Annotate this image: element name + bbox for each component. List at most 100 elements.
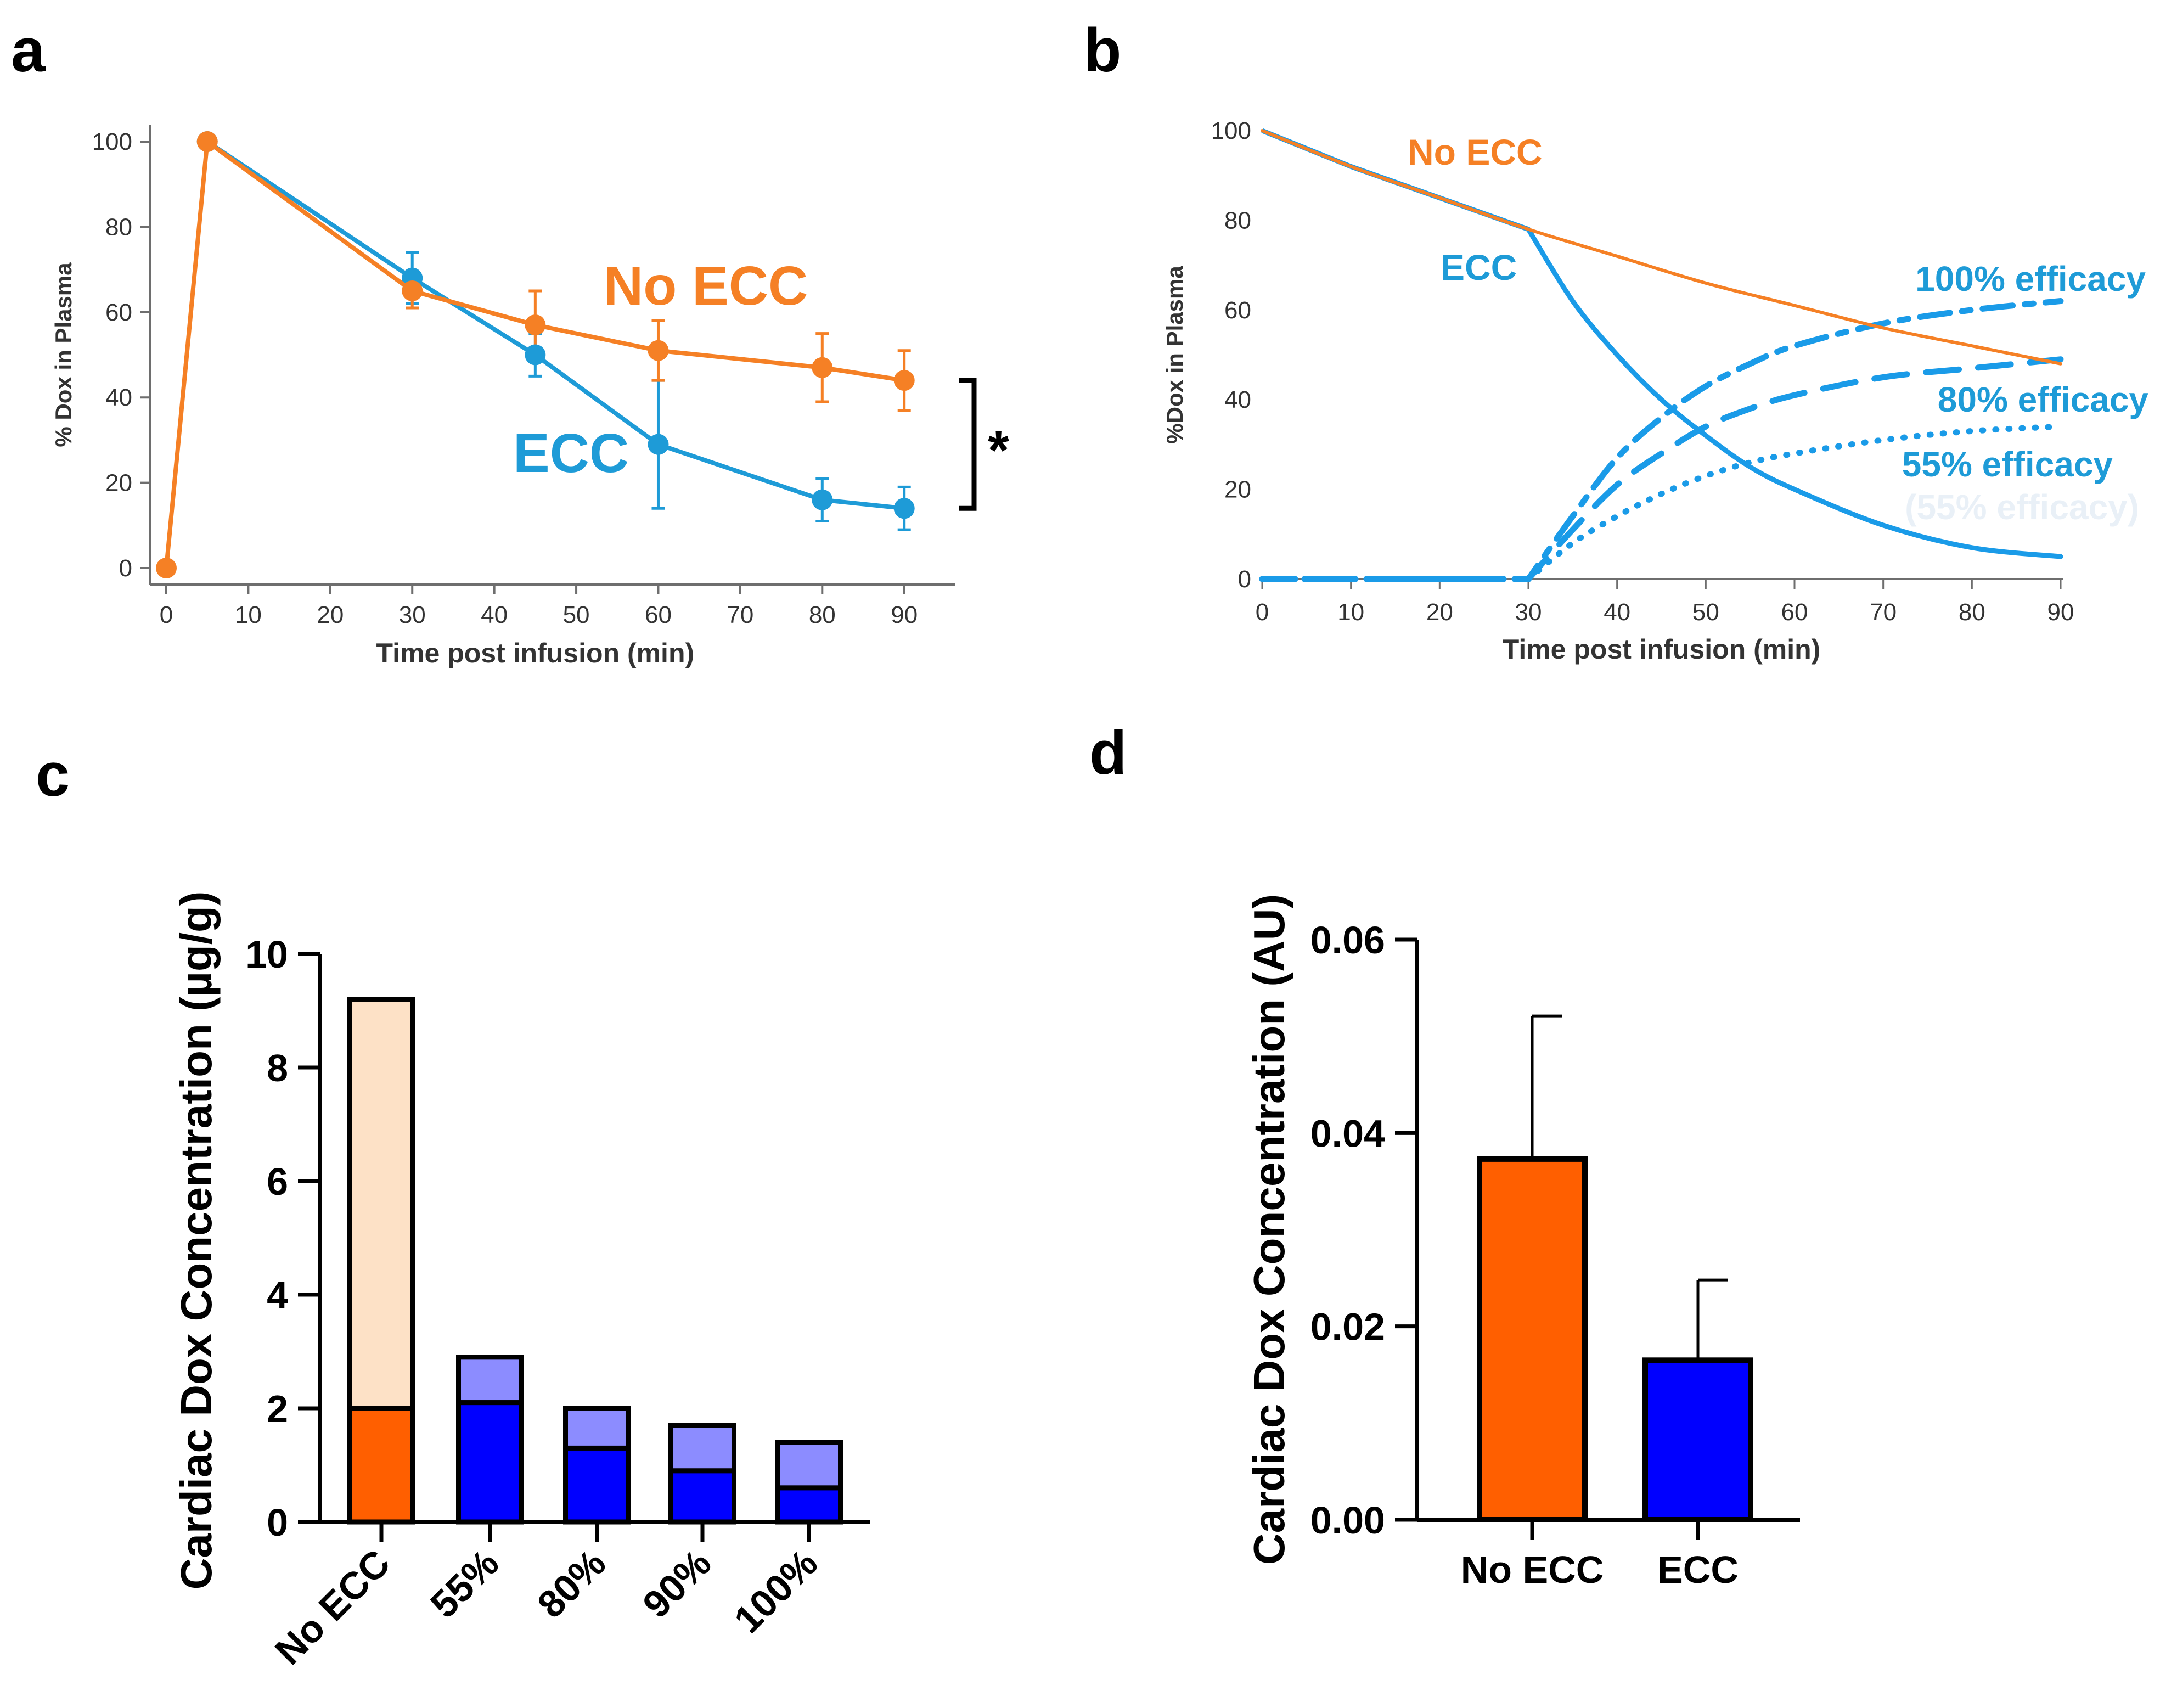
bar-segment-upper <box>347 997 415 1411</box>
x-tick-label: 80 <box>809 602 836 628</box>
no-ecc-data-point <box>156 558 177 578</box>
bar-ecc <box>1643 1357 1753 1522</box>
ecc-data-point <box>893 498 915 519</box>
x-tick-label: 90 <box>2048 599 2074 626</box>
ecc-model-line <box>1526 227 2063 559</box>
no-ecc-data-point <box>196 131 218 152</box>
efficacy-80-annotation: 80% efficacy <box>1938 380 2149 419</box>
efficacy-55-faded-annotation: (55% efficacy) <box>1905 487 2139 527</box>
no-ecc-label: No ECC <box>604 255 808 317</box>
y-tick-label: 0 <box>1238 566 1251 593</box>
no-ecc-model-line <box>1261 129 2062 366</box>
no-ecc-data-point <box>893 370 915 391</box>
x-tick-label: 55% <box>422 1541 507 1626</box>
ecc-series-line <box>206 139 905 511</box>
panel-d-bar-chart: 0.00 0.02 0.04 0.06 Cardiac Dox Concentratio… <box>1245 894 1800 1591</box>
x-tick-label: 0 <box>1256 599 1269 626</box>
y-tick-label: 0.02 <box>1310 1306 1385 1349</box>
y-tick-label: 0.06 <box>1310 919 1385 962</box>
no-ecc-data-point <box>648 340 669 361</box>
y-tick-label: 8 <box>267 1047 288 1089</box>
x-tick-label: 60 <box>645 602 672 628</box>
y-tick-label: 0.00 <box>1310 1499 1385 1542</box>
x-tick-label: 50 <box>1692 599 1719 626</box>
efficacy-55-annotation: 55% efficacy <box>1902 445 2113 484</box>
100-efficacy-model-line <box>1259 298 2064 582</box>
bar-segment-lower <box>668 1468 736 1525</box>
bar-segment-lower <box>456 1400 524 1525</box>
y-tick-label: 0.04 <box>1310 1112 1385 1155</box>
bar-segment-lower <box>775 1485 843 1525</box>
bar-segment-upper <box>775 1440 843 1491</box>
y-tick-label: 0 <box>267 1501 288 1544</box>
y-tick-label: 20 <box>105 470 132 497</box>
y-axis-title: Cardiac Dox Concentration (µg/g) <box>172 891 221 1590</box>
bar-segment-lower <box>347 1406 415 1525</box>
x-tick-label: 0 <box>160 602 173 628</box>
no-ecc-data-point <box>525 314 546 336</box>
y-tick-label: 80 <box>105 214 132 240</box>
panel-label-b: b <box>1084 16 1121 85</box>
ecc-label: ECC <box>513 423 629 484</box>
bar-segment-upper <box>456 1355 524 1406</box>
x-tick-label: 20 <box>317 602 344 628</box>
x-tick-label: 80 <box>1959 599 1985 626</box>
x-tick-label: 70 <box>727 602 753 628</box>
x-axis-title: Time post infusion (min) <box>1503 634 1821 665</box>
y-axis-title: Cardiac Dox Concentration (AU) <box>1245 894 1293 1565</box>
bar-segment-upper <box>563 1406 631 1451</box>
x-tick-label: 10 <box>1337 599 1364 626</box>
x-tick-label: 30 <box>1515 599 1542 626</box>
x-tick-label: No ECC <box>267 1541 398 1672</box>
x-tick-label: ECC <box>1657 1548 1739 1591</box>
x-tick-label: 10 <box>235 602 262 628</box>
y-tick-label: 20 <box>1224 476 1251 503</box>
y-tick-label: 40 <box>105 384 132 411</box>
panel-c-stacked-bar-chart: 0 2 4 6 8 10 Cardiac Dox Concentration (µg/g) N… <box>172 891 870 1673</box>
x-tick-label: 50 <box>563 602 590 628</box>
ecc-data-point <box>525 344 546 366</box>
x-tick-label: 80% <box>529 1541 614 1626</box>
y-tick-label: 80 <box>1224 207 1251 234</box>
x-tick-label: 90% <box>634 1541 719 1626</box>
panel-label-c: c <box>36 740 70 809</box>
no-ecc-data-point <box>402 280 423 301</box>
y-axis-title: %Dox in Plasma <box>1162 266 1188 444</box>
ecc-data-point <box>648 434 669 455</box>
ecc-annotation: ECC <box>1441 247 1517 288</box>
80-efficacy-model-line <box>1259 356 2064 582</box>
x-tick-label: 70 <box>1870 599 1897 626</box>
no-ecc-data-point <box>812 357 833 378</box>
panel-label-d: d <box>1089 718 1127 787</box>
no-ecc-annotation: No ECC <box>1408 132 1543 172</box>
x-tick-label: No ECC <box>1461 1548 1604 1591</box>
ecc-data-point <box>812 489 833 510</box>
bar-segment-upper <box>668 1423 736 1474</box>
y-tick-label: 4 <box>267 1274 288 1317</box>
bar-no-ecc <box>1477 1156 1588 1523</box>
y-tick-label: 100 <box>92 128 132 155</box>
y-tick-label: 60 <box>1224 297 1251 324</box>
y-axis-title: % Dox in Plasma <box>50 262 76 447</box>
panel-a-line-chart: 0 20 40 60 80 100 0 10 20 30 40 50 60 70 80 90 Time post… <box>50 125 1009 668</box>
y-tick-label: 40 <box>1224 386 1251 413</box>
y-tick-label: 2 <box>267 1387 288 1430</box>
bar-segment-lower <box>563 1445 631 1525</box>
y-tick-label: 0 <box>119 555 132 582</box>
panel-b-model-chart: 0 20 40 60 80 100 0 10 20 30 40 50 60 70 80 90 Time post… <box>1162 117 2148 665</box>
x-tick-label: 100% <box>726 1541 826 1641</box>
y-tick-label: 10 <box>245 933 288 976</box>
y-tick-label: 60 <box>105 299 132 326</box>
x-tick-label: 30 <box>399 602 426 628</box>
y-tick-label: 100 <box>1211 117 1251 144</box>
significance-bracket <box>959 378 977 511</box>
x-tick-label: 40 <box>481 602 508 628</box>
significance-star: * <box>988 420 1009 481</box>
efficacy-100-annotation: 100% efficacy <box>1915 259 2146 299</box>
y-tick-label: 6 <box>267 1160 288 1203</box>
x-axis-title: Time post infusion (min) <box>376 638 695 668</box>
x-tick-label: 20 <box>1426 599 1453 626</box>
panel-label-a: a <box>11 16 46 85</box>
x-tick-label: 90 <box>891 602 918 628</box>
